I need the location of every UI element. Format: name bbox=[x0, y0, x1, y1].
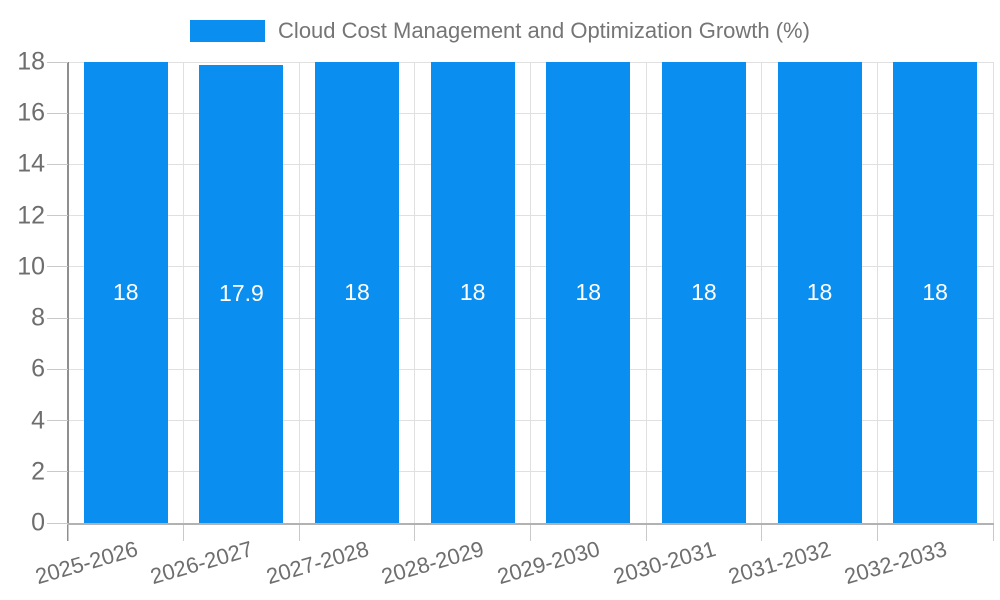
y-axis-tick-label: 0 bbox=[31, 508, 45, 537]
x-axis-category-label: 2029-2030 bbox=[494, 536, 603, 590]
legend-label: Cloud Cost Management and Optimization G… bbox=[278, 18, 810, 43]
plot-area: 18 17.9 18 18 18 18 18 18 bbox=[68, 61, 994, 523]
x-axis-tick bbox=[298, 525, 300, 541]
bar-value-label: 18 bbox=[575, 279, 602, 305]
gridline-vertical bbox=[876, 62, 878, 523]
bar[interactable]: 18 bbox=[430, 62, 515, 523]
y-axis-tick bbox=[47, 112, 68, 114]
bar[interactable]: 17.9 bbox=[199, 64, 284, 523]
y-axis-tick bbox=[47, 471, 68, 473]
gridline-vertical bbox=[992, 62, 994, 523]
y-axis-tick bbox=[47, 163, 68, 165]
y-axis-tick bbox=[47, 420, 68, 422]
bar[interactable]: 18 bbox=[315, 62, 400, 523]
y-axis-tick-label: 16 bbox=[17, 98, 45, 127]
y-axis-tick-label: 8 bbox=[31, 303, 45, 332]
bar-value-label: 17.9 bbox=[219, 280, 264, 307]
y-axis-tick bbox=[47, 61, 68, 63]
gridline-vertical bbox=[298, 62, 300, 523]
gridline-vertical bbox=[183, 62, 185, 523]
bar-value-label: 18 bbox=[922, 279, 948, 305]
y-axis-tick-label: 18 bbox=[17, 47, 45, 76]
gridline-vertical bbox=[761, 62, 763, 523]
y-axis-tick-label: 12 bbox=[17, 201, 45, 230]
legend[interactable]: Cloud Cost Management and Optimization G… bbox=[0, 18, 1000, 44]
x-axis-tick bbox=[645, 525, 647, 541]
bar-value-label: 18 bbox=[806, 279, 833, 305]
bar-value-label: 18 bbox=[113, 279, 139, 305]
gridline-vertical bbox=[645, 62, 647, 523]
y-axis-tick-label: 6 bbox=[31, 354, 45, 383]
x-axis-tick bbox=[876, 525, 878, 541]
x-axis-category-label: 2025-2026 bbox=[32, 536, 141, 590]
y-axis-tick-label: 4 bbox=[31, 406, 45, 435]
bar[interactable]: 18 bbox=[661, 62, 746, 523]
gridline-vertical bbox=[414, 62, 416, 523]
x-axis-category-label: 2026-2027 bbox=[147, 536, 256, 590]
y-axis-tick-label: 14 bbox=[17, 149, 45, 178]
x-axis-category-label: 2030-2031 bbox=[610, 536, 719, 590]
bar[interactable]: 18 bbox=[83, 62, 168, 523]
y-axis-tick bbox=[47, 317, 68, 319]
x-axis-category-label: 2027-2028 bbox=[263, 536, 372, 590]
y-axis-tick bbox=[47, 215, 68, 217]
bar[interactable]: 18 bbox=[893, 62, 978, 523]
legend-swatch-icon bbox=[190, 20, 266, 42]
bar-value-label: 18 bbox=[459, 279, 486, 305]
x-axis-tick bbox=[530, 525, 531, 541]
x-axis-category-label: 2031-2032 bbox=[725, 536, 834, 590]
y-axis-tick bbox=[47, 368, 68, 370]
y-axis-tick bbox=[47, 266, 68, 268]
x-axis-category-label: 2028-2029 bbox=[378, 536, 488, 590]
y-axis-tick-label: 10 bbox=[17, 252, 45, 281]
gridline-vertical bbox=[530, 62, 531, 523]
x-axis-tick bbox=[414, 525, 416, 541]
bar-value-label: 18 bbox=[344, 279, 370, 305]
x-axis-tick bbox=[761, 525, 763, 541]
x-axis-baseline bbox=[67, 523, 994, 525]
bar-value-label: 18 bbox=[691, 279, 717, 305]
y-axis-line bbox=[67, 62, 69, 541]
y-axis-tick-label: 2 bbox=[31, 457, 45, 486]
x-axis-tick bbox=[992, 525, 994, 541]
x-axis-tick bbox=[183, 525, 185, 541]
x-axis-category-label: 2032-2033 bbox=[841, 536, 950, 590]
x-axis-tick bbox=[67, 525, 69, 541]
y-axis-tick bbox=[47, 522, 68, 524]
bar[interactable]: 18 bbox=[546, 62, 631, 523]
bar[interactable]: 18 bbox=[777, 62, 862, 523]
